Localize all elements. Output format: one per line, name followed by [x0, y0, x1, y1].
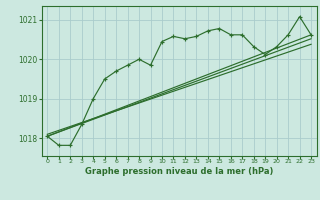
X-axis label: Graphe pression niveau de la mer (hPa): Graphe pression niveau de la mer (hPa): [85, 167, 273, 176]
